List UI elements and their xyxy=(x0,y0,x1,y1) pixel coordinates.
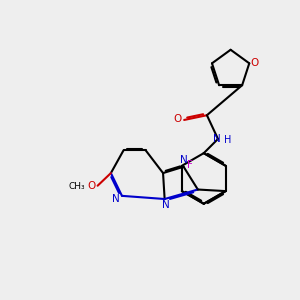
Text: N: N xyxy=(162,200,170,210)
Text: N: N xyxy=(180,155,188,165)
Text: F: F xyxy=(188,160,193,170)
Text: O: O xyxy=(250,58,259,68)
Text: O: O xyxy=(87,182,95,191)
Text: CH₃: CH₃ xyxy=(69,182,86,191)
Text: H: H xyxy=(224,135,231,145)
Text: N: N xyxy=(112,194,119,204)
Text: N: N xyxy=(212,134,220,144)
Text: O: O xyxy=(174,114,182,124)
